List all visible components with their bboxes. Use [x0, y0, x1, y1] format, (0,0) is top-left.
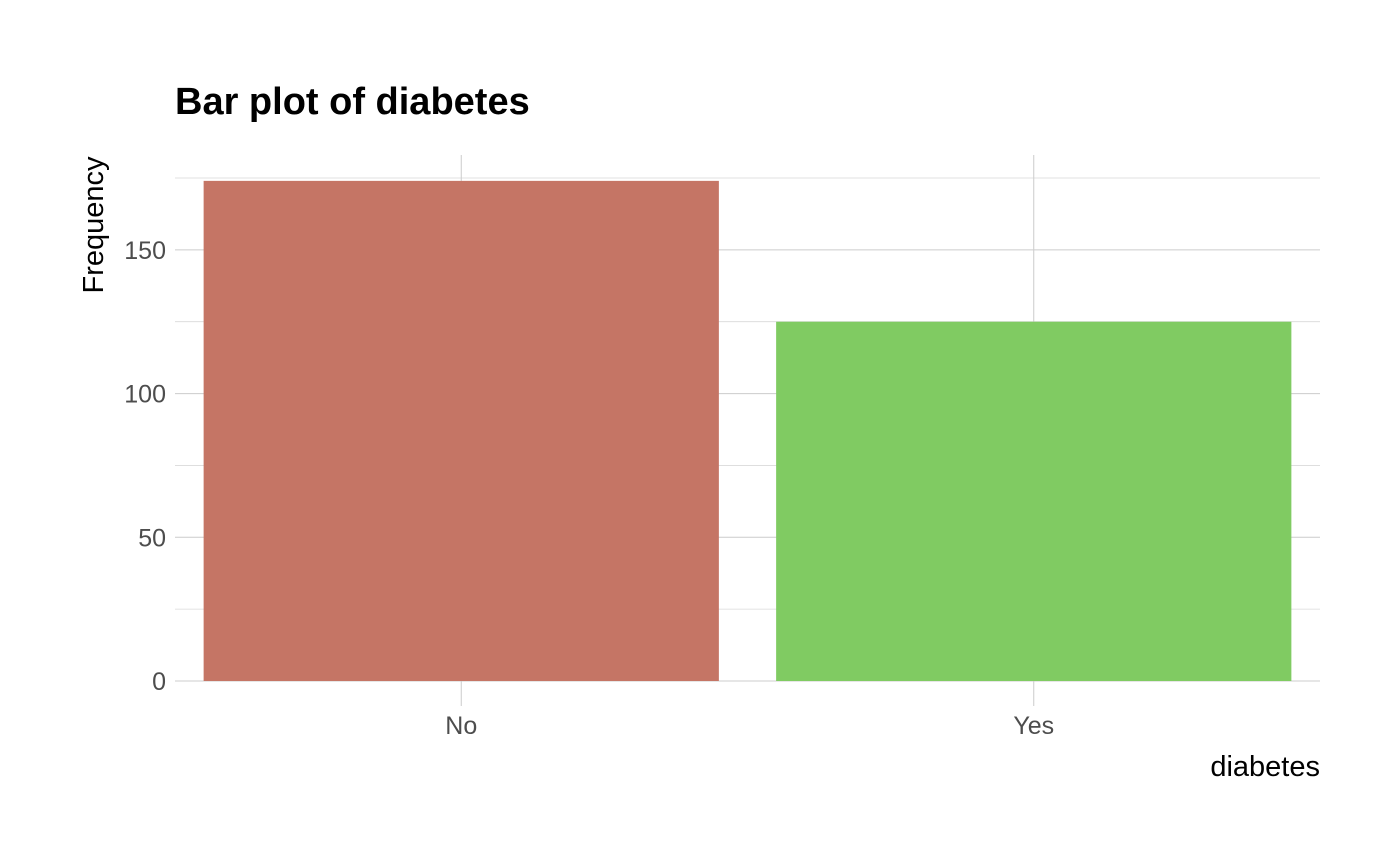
bars [203, 180, 1292, 682]
bar-no [203, 180, 719, 682]
y-tick-labels: 0 50 100 150 [124, 237, 166, 696]
bar-yes [776, 321, 1292, 681]
y-axis-title: Frequency [78, 156, 110, 294]
y-tick-label: 150 [124, 237, 166, 265]
y-tick-label: 0 [152, 668, 166, 696]
x-tick-labels: No Yes [445, 712, 1054, 740]
chart-title: Bar plot of diabetes [175, 81, 530, 123]
x-tick-label: Yes [1013, 712, 1054, 740]
y-tick-label: 50 [138, 524, 166, 552]
x-tick-label: No [445, 712, 477, 740]
y-tick-label: 100 [124, 381, 166, 409]
x-axis-title: diabetes [1210, 751, 1320, 783]
